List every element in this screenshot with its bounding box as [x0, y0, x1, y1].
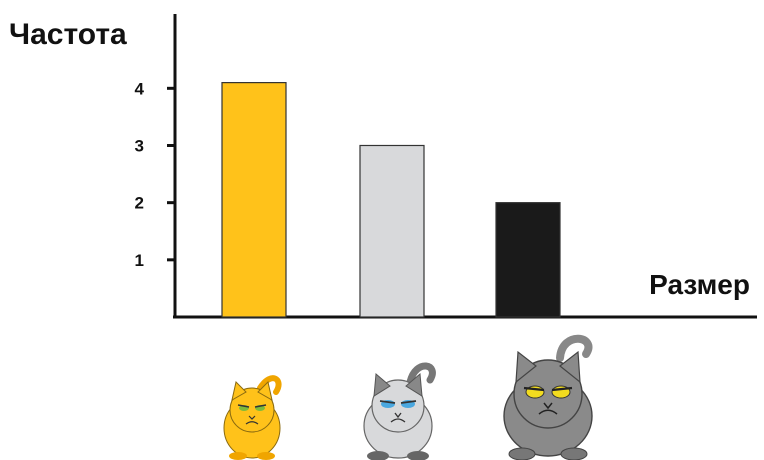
bar	[359, 144, 425, 318]
bars	[221, 82, 561, 318]
y-tick-label: 4	[135, 79, 145, 98]
small-orange-cat-icon	[223, 375, 282, 460]
bar	[221, 82, 287, 318]
y-ticks: 1 2 3 4	[135, 79, 175, 270]
y-axis-label: Частота	[9, 18, 127, 51]
bar	[495, 202, 561, 318]
large-gray-cat-icon	[503, 334, 593, 460]
y-tick-label: 3	[135, 136, 144, 155]
y-tick-label: 1	[135, 251, 144, 270]
medium-white-cat-icon	[363, 362, 436, 460]
x-axis-label: Размер	[649, 269, 750, 300]
y-tick-label: 2	[135, 194, 144, 213]
